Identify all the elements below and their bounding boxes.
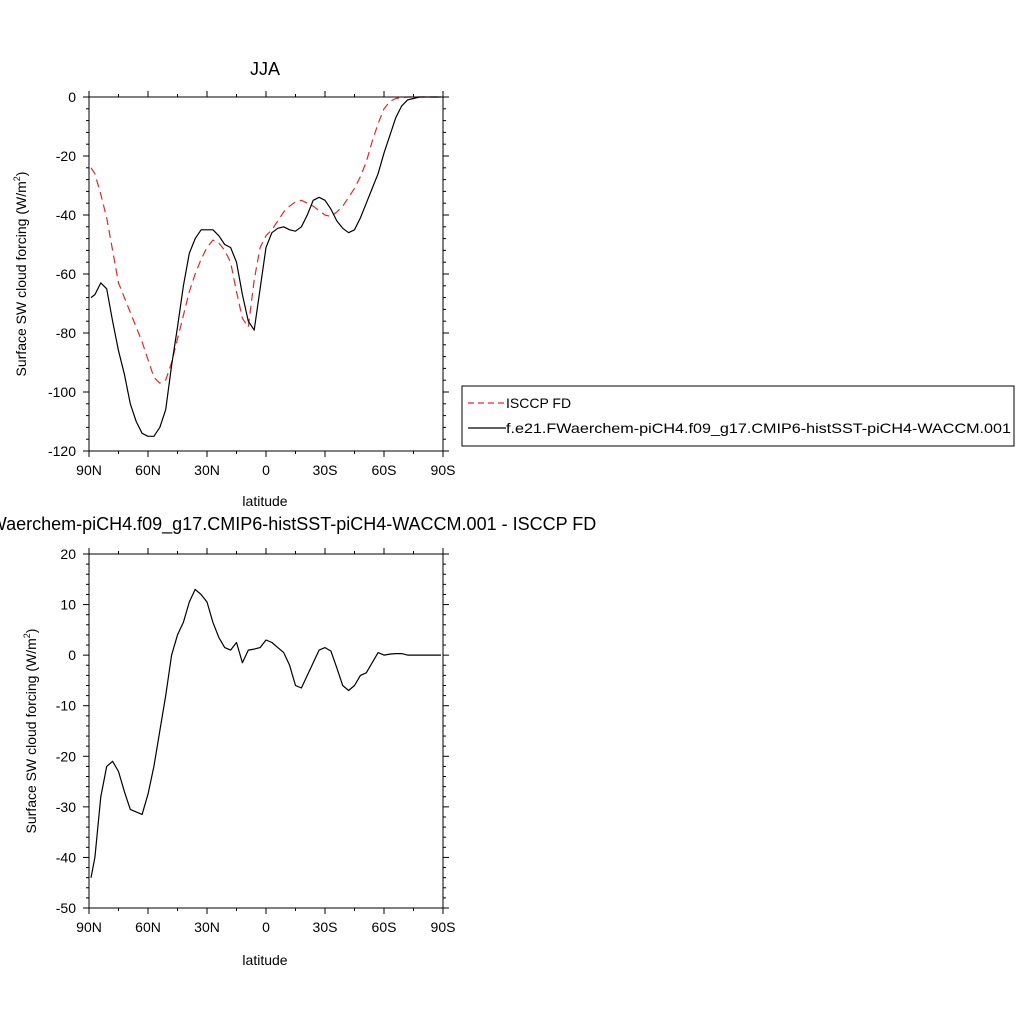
- x-tick-label: 90S: [431, 462, 456, 478]
- y-axis-unit-sup: 2: [12, 176, 22, 181]
- legend-label-model: f.e21.FWaerchem-piCH4.f09_g17.CMIP6-hist…: [506, 420, 1011, 436]
- y-tick-label: -40: [56, 849, 76, 865]
- y-tick-label: -100: [48, 384, 76, 400]
- tick-marks: [83, 548, 449, 914]
- plot-lines: [90, 96, 441, 437]
- y-tick-label: 10: [60, 597, 76, 613]
- y-axis-label: Surface SW cloud forcing (W/m2): [22, 629, 39, 834]
- y-tick-label: -120: [48, 443, 76, 459]
- y-tick-label: 0: [68, 89, 76, 105]
- x-tick-label: 30S: [313, 919, 338, 935]
- y-tick-label: -20: [56, 148, 76, 164]
- legend-box: [461, 385, 1015, 447]
- y-tick-label: -50: [56, 900, 76, 916]
- chart-panel-top: JJA 90N 60N 30N 0 30S 60S 90S 0 -20 -40 -60 -80 -100…: [12, 59, 1015, 509]
- y-axis-unit-prefix: (W/m: [23, 638, 39, 671]
- plot-frame: [88, 96, 444, 452]
- y-tick-label: -20: [56, 748, 76, 764]
- y-tick-label: 20: [60, 546, 76, 562]
- y-tick-label: -30: [56, 799, 76, 815]
- y-tick-label: -10: [56, 698, 76, 714]
- tick-labels: 90N 60N 30N 0 30S 60S 90S 0 -20 -40 -60 -80 -100 -120: [48, 89, 455, 478]
- x-tick-label: 0: [262, 919, 270, 935]
- x-axis-label: latitude: [242, 952, 287, 968]
- y-axis-unit-suffix: ): [13, 172, 29, 177]
- y-axis-label: Surface SW cloud forcing (W/m2): [12, 172, 29, 377]
- x-tick-label: 0: [262, 462, 270, 478]
- chart-title-diff: f.e21.FWaerchem-piCH4.f09_g17.CMIP6-hist…: [0, 514, 596, 535]
- tick-labels: 90N 60N 30N 0 30S 60S 90S 20 10 0 -10 -20 -30 -40 -50: [56, 546, 456, 935]
- series-line-1: [90, 96, 441, 437]
- chart-title: JJA: [250, 59, 280, 79]
- y-tick-label: -40: [56, 207, 76, 223]
- y-tick-label: -80: [56, 325, 76, 341]
- x-tick-label: 30S: [313, 462, 338, 478]
- series-line-0: [90, 588, 441, 878]
- y-axis-unit-sup: 2: [22, 633, 32, 638]
- legend-label-isccp: ISCCP FD: [506, 395, 571, 411]
- x-tick-label: 60N: [135, 462, 161, 478]
- legend: ISCCP FD f.e21.FWaerchem-piCH4.f09_g17.C…: [461, 385, 1015, 447]
- plot-frame: [88, 553, 444, 909]
- series-line-0: [90, 96, 441, 384]
- x-tick-label: 30N: [194, 919, 220, 935]
- x-tick-label: 90N: [76, 919, 102, 935]
- y-axis-unit-suffix: ): [23, 629, 39, 634]
- y-axis-label-text: Surface SW cloud forcing: [13, 219, 29, 377]
- x-tick-label: 30N: [194, 462, 220, 478]
- x-tick-label: 90S: [431, 919, 456, 935]
- chart-panel-bottom: f.e21.FWaerchem-piCH4.f09_g17.CMIP6-hist…: [0, 514, 596, 968]
- x-tick-label: 90N: [76, 462, 102, 478]
- y-axis-label-text: Surface SW cloud forcing: [23, 676, 39, 834]
- tick-marks: [83, 91, 449, 457]
- x-tick-label: 60S: [372, 462, 397, 478]
- x-tick-label: 60N: [135, 919, 161, 935]
- plot-lines: [90, 588, 441, 878]
- y-tick-label: 0: [68, 647, 76, 663]
- x-axis-label: latitude: [242, 493, 287, 509]
- y-tick-label: -60: [56, 266, 76, 282]
- x-tick-label: 60S: [372, 919, 397, 935]
- y-axis-unit-prefix: (W/m: [13, 181, 29, 214]
